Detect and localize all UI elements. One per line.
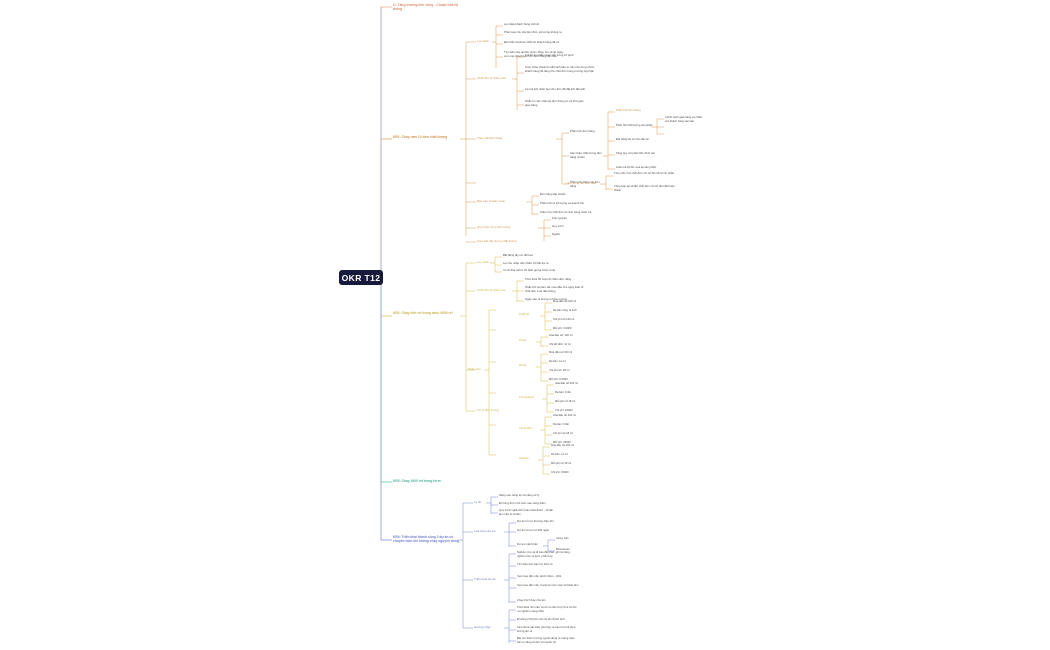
kr2-subleaf-5-0[interactable]: Hóa dầu ref 400 ml xyxy=(551,444,574,447)
kr2-subleaf-2-0[interactable]: Mua dầu ref 100 ml xyxy=(549,351,573,354)
kr2-subgroup-4[interactable]: Cloud Ref xyxy=(519,426,532,430)
kr2-subleaf-5-3[interactable]: Chi phí: 15000 xyxy=(551,471,569,474)
kr2-subleaf-4-3[interactable]: Mỗi phí: 20000 xyxy=(553,441,571,444)
kr1-group-4[interactable]: Báo cáo & kiểm soát xyxy=(477,199,505,203)
kr1-leaf-1-3[interactable]: Nhắn tin xác nhận lại đơn thông tin và t… xyxy=(525,99,584,107)
kr2-subleaf-0-2[interactable]: Chi phí ref 140 ml xyxy=(553,318,575,321)
branch-o-label[interactable]: O: Tăng trưởng bền vững - Chuẩn hóa hệ t… xyxy=(393,3,459,12)
kr1-sub-leaf-2[interactable]: Tăng quy mô phản hồi chính xác xyxy=(616,152,655,155)
kr2-group-1[interactable]: Chốt đơn & chăm sóc xyxy=(477,288,506,292)
kr4-group-0[interactable]: Lý do xyxy=(474,500,482,504)
kr1-leaf-5-1[interactable]: Quy trình xyxy=(552,224,564,228)
kr2-subleaf-5-2[interactable]: Mỗi phí ref 18 ml xyxy=(551,462,572,465)
kr4-group-1[interactable]: Lựa chọn dự án xyxy=(474,529,496,533)
kr1-leaf-3-0[interactable]: Theo dõi, tỉ lệ chốt đơn với số lần trả … xyxy=(614,171,675,175)
kr1-leaf-1-2[interactable]: Lên lại lịch nhắc hẹn cho đơn đã đặt lịc… xyxy=(525,87,585,91)
kr4-leaf-1-1[interactable]: Dự án tối ưu ref 200 ngàn xyxy=(517,528,550,532)
kr1-sub-label[interactable]: Phân tích đơn hàng xyxy=(616,108,641,112)
kr4-leaf-1-2[interactable]: Dự án mảnh bên xyxy=(517,542,538,546)
branch-kr1-label[interactable]: KR1: Chạy new 10 đơn chất lượng xyxy=(393,135,448,139)
kr1-group-0[interactable]: Lọc data xyxy=(477,39,489,43)
kr4-leaf-2-1[interactable]: Tìm hiểu bên bạn trợ triển ra xyxy=(517,562,553,566)
kr4-group-3[interactable]: Hướng chạy xyxy=(474,625,491,629)
kr2-subleaf-4-0[interactable]: Hóa dầu ref 400 ml xyxy=(553,414,576,417)
kr2-leaf-0-1[interactable]: Lọc thu nhập cần nhiều chỉ tiết lọc ra xyxy=(503,261,549,265)
kr4-leaf-3-3[interactable]: Bài ren thêm hướng người dùng ra mang to… xyxy=(517,636,575,644)
kr2-group-2[interactable]: Phân loại xyxy=(468,367,481,371)
kr1-leaf-0-0[interactable]: Lọc data khách hàng cũ/mới xyxy=(504,22,540,26)
kr1-sub-leaf-1[interactable]: Đặt hàng khi có nhu cầu lại xyxy=(616,138,649,141)
kr4-leaf-3-1[interactable]: Đi dùng OTA bổn với chi lên đi lên ảnh xyxy=(517,617,565,621)
kr1-leaf-3-1[interactable]: Tổng hợp lại số lần chốt đơn với số đơn … xyxy=(614,184,675,192)
kr1-group-2[interactable]: Theo dõi đơn hàng xyxy=(477,136,503,140)
kr2-leaf-1-0[interactable]: Triển khai 50 cuộc đi chăm đơn năng xyxy=(525,277,572,281)
kr2-subgroup-5[interactable]: Abrams xyxy=(519,456,529,460)
kr1-leaf-0-1[interactable]: Phân loại nhu cầu liên đơn, số lượng khô… xyxy=(504,30,562,34)
kr4-leaf-2-2[interactable]: Xem bao đến nền dưới nhiên - phối xyxy=(517,574,562,578)
kr4-leaf-0-2[interactable]: Quy trình nghề chỗ hoàn khai đi lên - số… xyxy=(499,508,554,516)
kr2-subleaf-0-3[interactable]: Mỗi phí: 3.0000 xyxy=(553,327,572,330)
kr2-subgroup-3[interactable]: Transparent xyxy=(519,395,534,399)
kr1-leaf-1-1[interactable]: Luôn chào chuẩn bị sẵn kịch bản tư vấn c… xyxy=(525,65,595,73)
kr2-subleaf-2-3[interactable]: Mỗi phí: 6.0000 xyxy=(549,378,568,381)
branch-kr4-label[interactable]: KR4: Triển khai thành công 2 dự án có ch… xyxy=(393,535,459,544)
kr1-leaf-1-0[interactable]: Trả lời tin nhắn và tư vấn trong 10 phút xyxy=(525,53,574,57)
kr2-group-3[interactable]: Xử lý đơn lượng xyxy=(477,408,499,412)
kr2-subleaf-0-1[interactable]: Ra bán chạy ra lưới xyxy=(553,309,577,312)
kr2-subleaf-2-1[interactable]: Ra bán: 11 ml xyxy=(549,360,566,363)
kr4-leaf-2-0[interactable]: Nghiên cứu và đi sâu đẩy bán, ghi ra năn… xyxy=(517,550,571,558)
branch-kr2-label[interactable]: KR2: Chạy tích ref trong sách 3000 ref xyxy=(393,311,453,315)
kr4-leaf-0-1[interactable]: Đi trong đi tìm bổ luôn nào năng thêm xyxy=(499,501,546,505)
kr4-group-2[interactable]: Triển khai dự án xyxy=(474,577,496,581)
kr2-subleaf-4-1[interactable]: Ra bán: 6 lần xyxy=(553,423,569,426)
kr1-leaf-2-2[interactable]: Phân tích khiếu nại đơn hàng xyxy=(570,180,600,188)
kr1-leaf-4-0[interactable]: Đơn hàng đạt chuẩn xyxy=(540,192,566,196)
kr2-subleaf-4-2[interactable]: Chi phí ref 18 ml xyxy=(553,432,573,435)
kr2-subgroup-0[interactable]: Chất ref xyxy=(519,312,529,316)
kr2-leaf-1-2[interactable]: Ngày nào ra lượng ref theo lượng xyxy=(525,297,567,301)
kr1-leaf-5-0[interactable]: Kho nguyên xyxy=(552,216,567,220)
kr4-sub-leaf-1[interactable]: Businesses xyxy=(556,548,570,551)
kr4-leaf-2-3[interactable]: Xem bao đến nền mang lại mức cao/ số khá… xyxy=(517,583,579,587)
kr1-leaf-2-1[interactable]: Xác nhận chất lượng đơn hàng chuẩn xyxy=(570,151,602,159)
kr2-subleaf-3-2[interactable]: Mỗi phí ref 18 ml xyxy=(555,400,576,403)
kr2-leaf-0-0[interactable]: Bắt động lấy em đổi ben xyxy=(503,253,534,257)
kr2-leaf-1-1[interactable]: Nhắc khi và bám sát mua dầu cho ngày luâ… xyxy=(525,285,584,293)
kr2-subleaf-2-2[interactable]: Chi phí ref: 28 ml xyxy=(549,369,570,372)
kr1-group-3[interactable]: Làm cộng tác viên bán xyxy=(566,181,597,185)
kr1-leaf-0-2[interactable]: Đã nhắn tin/chưa nhắn tin khách hàng đã … xyxy=(504,40,560,44)
kr2-subleaf-1-0[interactable]: Hóa dầu ref: 120 ml xyxy=(549,334,573,337)
kr1-leaf-4-1[interactable]: Phân tích ra số lượng và doanh thu xyxy=(540,201,584,205)
kr4-leaf-2-4[interactable]: Chạy thích bay cho lên xyxy=(517,598,546,602)
kr2-subleaf-1-1[interactable]: Chi tiết đơn: 11 ml xyxy=(549,343,571,346)
kr2-subleaf-3-0[interactable]: Hóa dầu ref 400 ml xyxy=(555,382,578,385)
kr1-group-6[interactable]: Cam kết xây dựng chất lượng xyxy=(477,239,517,243)
kr1-leaf-2-0[interactable]: Phân tích đơn hàng xyxy=(570,129,595,133)
kr4-leaf-3-2[interactable]: Làm khóa nào bán yếu hợp ra cao lưới cả … xyxy=(517,625,576,633)
kr2-subleaf-0-0[interactable]: Mua dầu ref 100 ml xyxy=(553,300,577,303)
kr2-subleaf-3-3[interactable]: Chi phí: 15000 xyxy=(555,409,573,412)
kr1-sub-leaf-0[interactable]: Phản hồi chất lượng sản phẩm xyxy=(616,124,653,127)
root-node[interactable]: OKR T12 xyxy=(339,270,383,285)
kr1-leaf-0-3[interactable]: Tìm kiếm tệp tại liên nhóm Shop tìm về l… xyxy=(504,50,564,58)
kr2-subgroup-1[interactable]: Trung xyxy=(519,338,527,342)
kr1-group-5[interactable]: Quy trình xử lý đơn hỏng xyxy=(477,225,511,229)
kr1-sub-leaf-4[interactable]: Chính sách giao hàng và chăm sóc khách h… xyxy=(665,116,703,123)
kr4-leaf-0-0[interactable]: Năng cao năng lực là năng xử lý xyxy=(499,493,540,497)
kr4-leaf-1-0[interactable]: Dự án hỗ trợ thương hiệu lớn xyxy=(517,519,554,523)
kr1-group-1[interactable]: Chốt đơn & chăm sóc xyxy=(477,76,506,80)
kr2-group-0[interactable]: Lọc data xyxy=(477,260,489,264)
kr1-leaf-4-2[interactable]: Giảm tỉ lệ chốt đơn do đơn hàng hoàn trả xyxy=(540,210,592,214)
branch-kr3-label[interactable]: KR3: Chạy 1000 ref trong form xyxy=(393,479,441,483)
kr4-sub-leaf-0[interactable]: canny bán xyxy=(556,537,569,540)
kr2-subgroup-2[interactable]: Ref B xyxy=(519,363,526,367)
kr1-leaf-5-2[interactable]: Nguồn xyxy=(552,232,561,236)
kr2-subleaf-5-1[interactable]: Ra bán: 11 ml xyxy=(551,453,568,456)
kr2-subleaf-3-1[interactable]: Ra bán: 6 lần xyxy=(555,391,571,394)
kr2-leaf-0-2[interactable]: Có đi đưa ra/tìm thì định gọi lại hoàn r… xyxy=(503,268,556,272)
kr1-sub-leaf-3[interactable]: Hoàn trả số lần mua lại sản phẩm xyxy=(616,166,657,169)
kr4-leaf-3-0[interactable]: Triển khai nhu cầu và tối ưu liên hợp 5 … xyxy=(517,605,577,613)
